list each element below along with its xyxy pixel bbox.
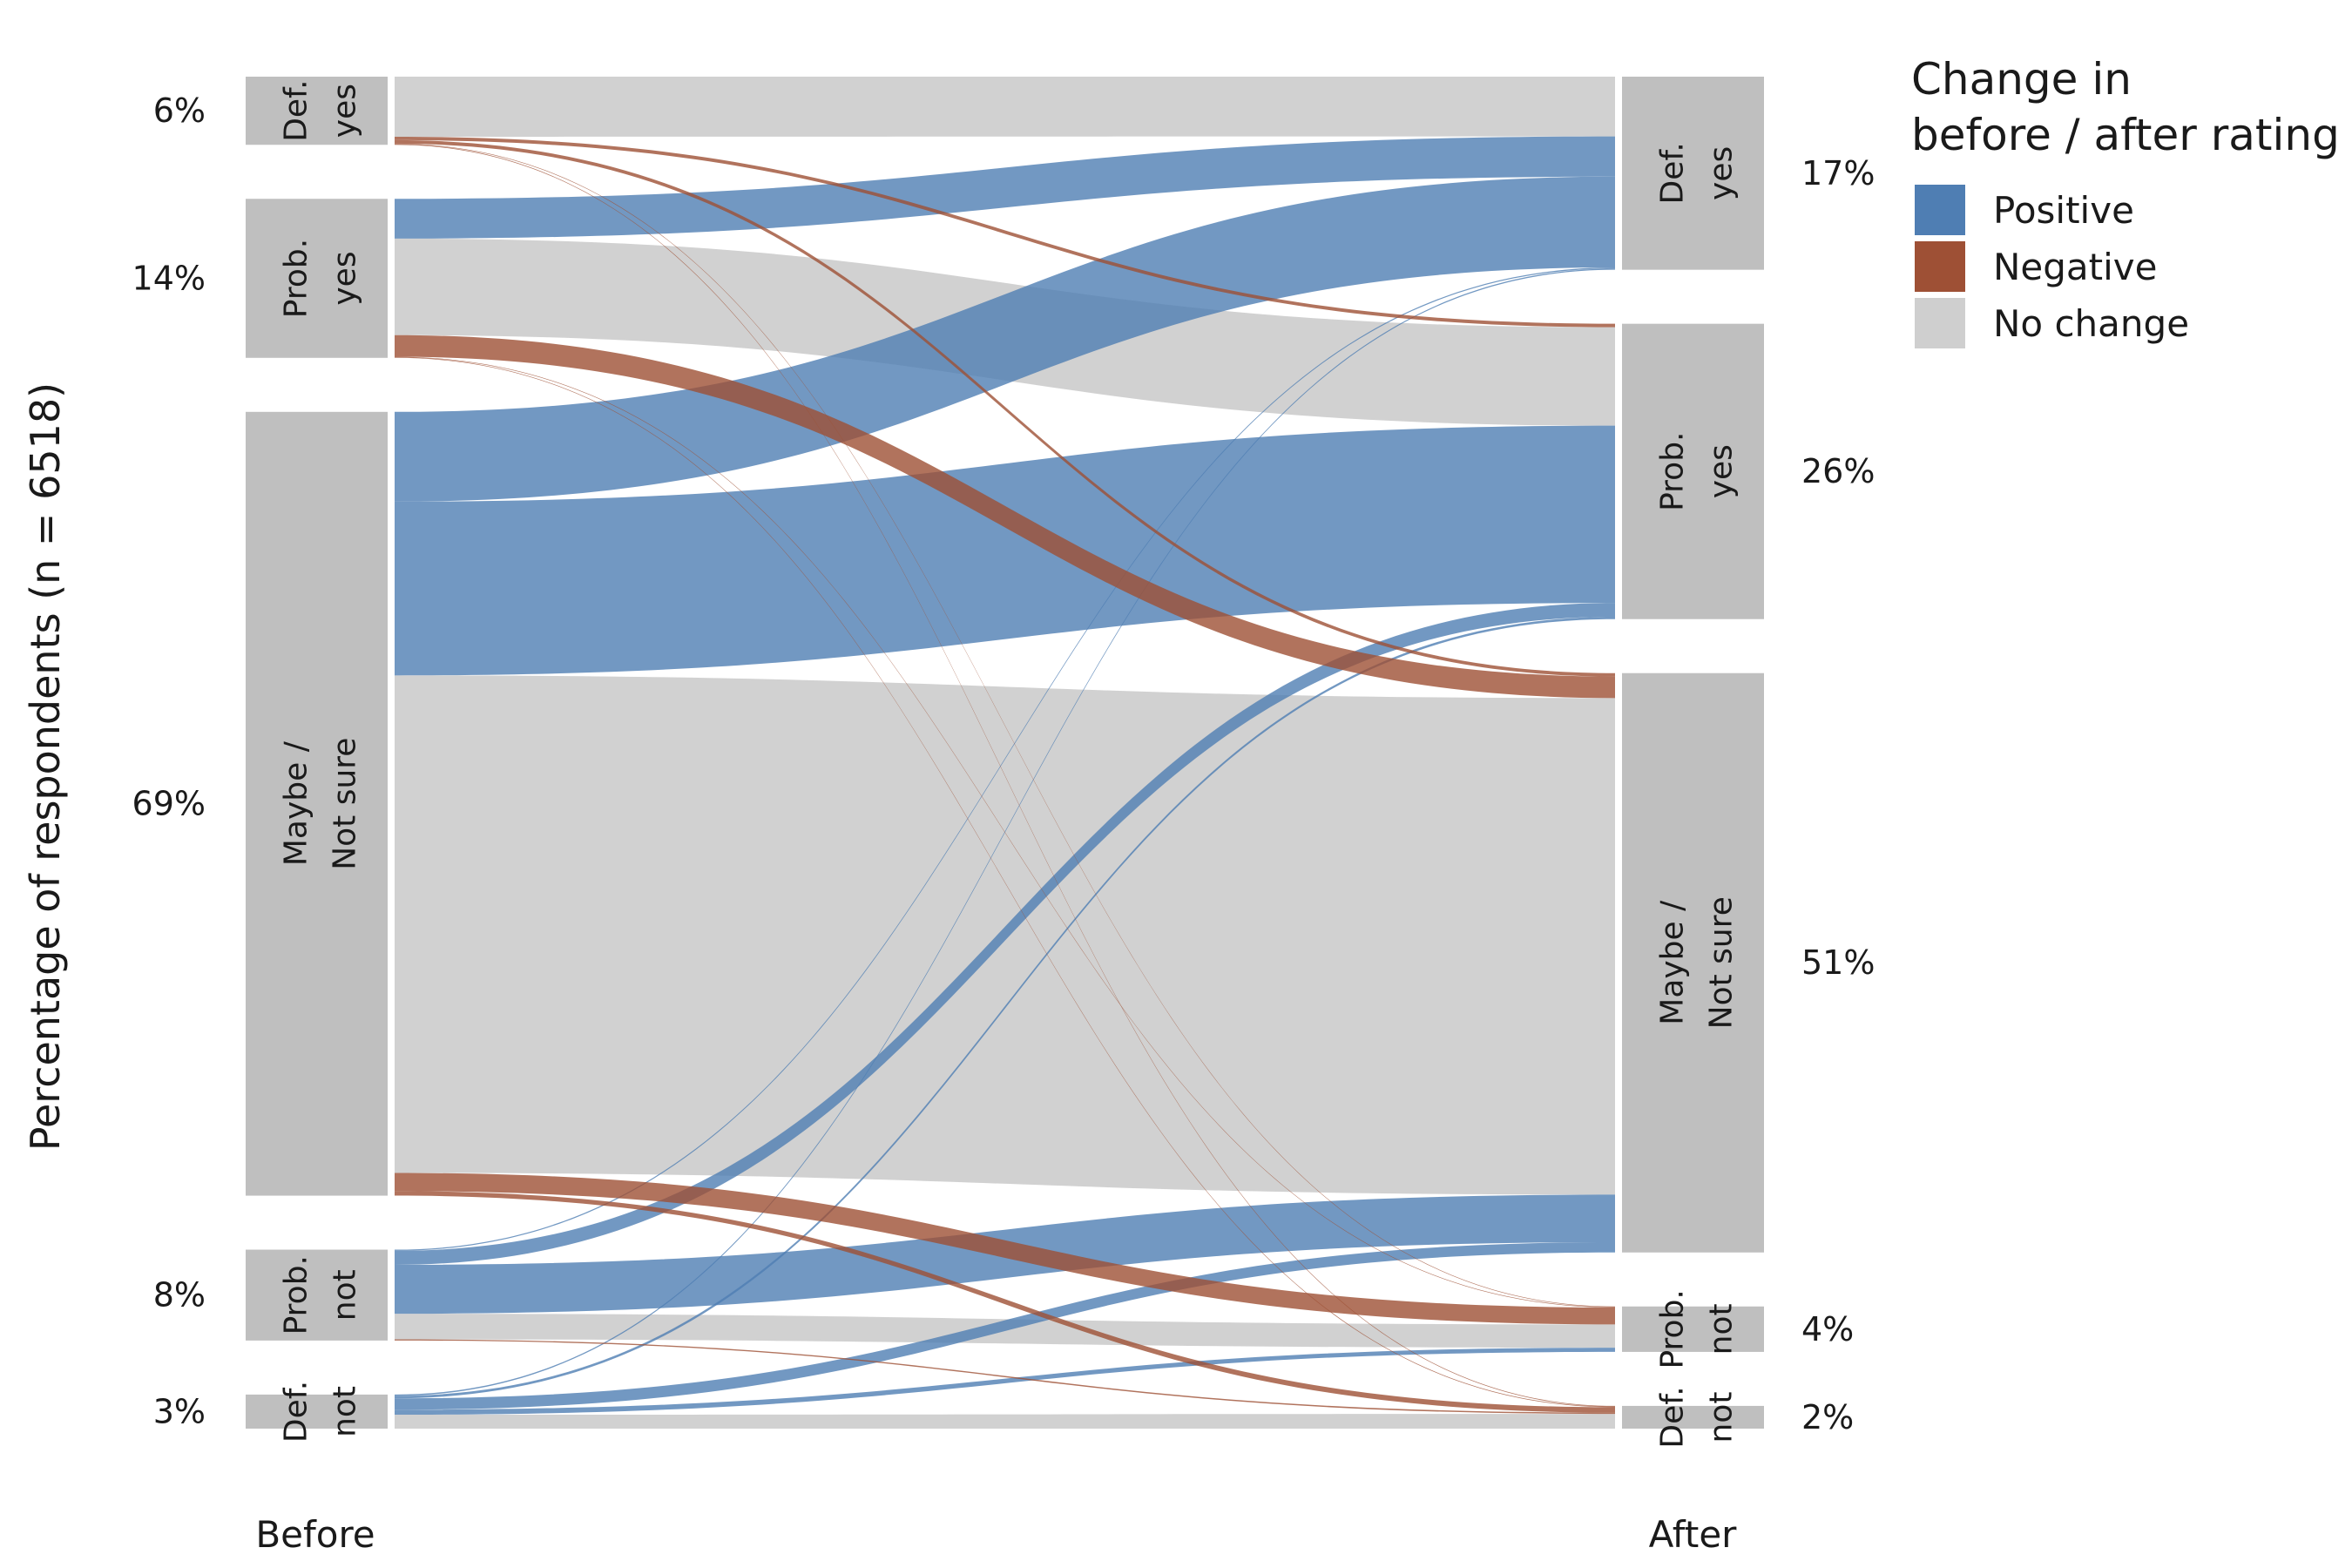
flow-prob-yes-to-def-yes <box>395 136 1615 239</box>
node-after-prob-yes <box>1622 323 1764 619</box>
flow-def-yes-to-def-yes <box>395 77 1615 137</box>
labels-layer: Def. yes 6% Prob. yes 14% Maybe / Not sure 69% Pr… <box>132 79 1876 1448</box>
flow-def-not-to-prob-not <box>395 1348 1615 1416</box>
flow-prob-not-to-prob-yes <box>395 603 1615 1265</box>
percent-label-before-def-not: 3% <box>153 1392 206 1430</box>
percent-label-after-prob-yes: 26% <box>1801 452 1875 490</box>
legend-label-no-change: No change <box>1993 302 2189 345</box>
flow-maybe-to-prob-yes <box>395 425 1615 676</box>
node-label-after-def-not: Def. not <box>1655 1386 1740 1448</box>
legend-label-positive: Positive <box>1993 189 2134 232</box>
percent-label-after-maybe: 51% <box>1801 943 1875 982</box>
node-label-after-prob-not: Prob. not <box>1655 1289 1740 1369</box>
percent-label-before-def-yes: 6% <box>153 91 206 130</box>
percent-label-after-def-not: 2% <box>1801 1398 1854 1436</box>
flow-def-yes-to-prob-not <box>395 143 1615 1308</box>
percent-label-before-prob-yes: 14% <box>132 260 206 298</box>
legend-label-negative: Negative <box>1993 246 2158 288</box>
node-after-maybe <box>1622 672 1764 1253</box>
legend-swatch-negative <box>1915 241 1965 292</box>
node-after-prob-not <box>1622 1306 1764 1352</box>
flow-maybe-to-def-yes <box>395 176 1615 502</box>
node-label-before-def-yes: Def. yes <box>279 79 363 141</box>
flow-prob-not-to-def-yes <box>395 267 1615 1251</box>
flow-maybe-to-prob-not <box>395 1173 1615 1325</box>
nodes-layer <box>246 77 1764 1429</box>
flow-def-yes-to-def-not <box>395 144 1615 1407</box>
y-axis-title: Percentage of respondents (n = 6518) <box>22 382 69 1151</box>
node-label-after-def-yes: Def. yes <box>1655 142 1740 204</box>
flow-def-not-to-maybe <box>395 1242 1615 1410</box>
stage-label-after: After <box>1649 1513 1738 1556</box>
flow-prob-yes-to-prob-not <box>395 356 1615 1308</box>
legend-swatch-positive <box>1915 185 1965 235</box>
node-before-prob-not <box>246 1249 388 1341</box>
node-after-def-yes <box>1622 77 1764 270</box>
flow-prob-yes-to-maybe <box>395 335 1615 699</box>
node-after-def-not <box>1622 1405 1764 1429</box>
node-label-before-prob-not: Prob. not <box>279 1255 363 1335</box>
node-label-before-prob-yes: Prob. yes <box>279 239 363 318</box>
stage-label-before: Before <box>255 1513 375 1556</box>
flow-def-yes-to-maybe <box>395 139 1615 677</box>
percent-label-before-prob-not: 8% <box>153 1276 206 1315</box>
node-label-before-def-not: Def. not <box>279 1381 363 1443</box>
node-label-before-maybe: Maybe / Not sure <box>279 738 363 870</box>
legend-title: Change in before / after rating <box>1911 54 2340 160</box>
node-label-after-maybe: Maybe / Not sure <box>1655 896 1740 1029</box>
flow-def-yes-to-prob-yes <box>395 136 1615 328</box>
flow-prob-not-to-def-not <box>395 1339 1615 1415</box>
node-before-prob-yes <box>246 199 388 358</box>
flow-maybe-to-def-not <box>395 1191 1615 1413</box>
flows-layer <box>395 77 1615 1429</box>
flow-prob-yes-to-def-not <box>395 357 1615 1408</box>
legend: Change in before / after rating Positive Ne… <box>1911 54 2340 348</box>
percent-label-after-def-yes: 17% <box>1801 154 1875 193</box>
flow-def-not-to-def-not <box>395 1414 1615 1429</box>
node-before-def-not <box>246 1394 388 1429</box>
flow-def-not-to-prob-yes <box>395 617 1615 1399</box>
node-label-after-prob-yes: Prob. yes <box>1655 431 1740 510</box>
legend-swatch-no-change <box>1915 298 1965 348</box>
percent-label-before-maybe: 69% <box>132 785 206 823</box>
node-before-maybe <box>246 411 388 1196</box>
node-before-def-yes <box>246 77 388 145</box>
percent-label-after-prob-not: 4% <box>1801 1310 1854 1348</box>
